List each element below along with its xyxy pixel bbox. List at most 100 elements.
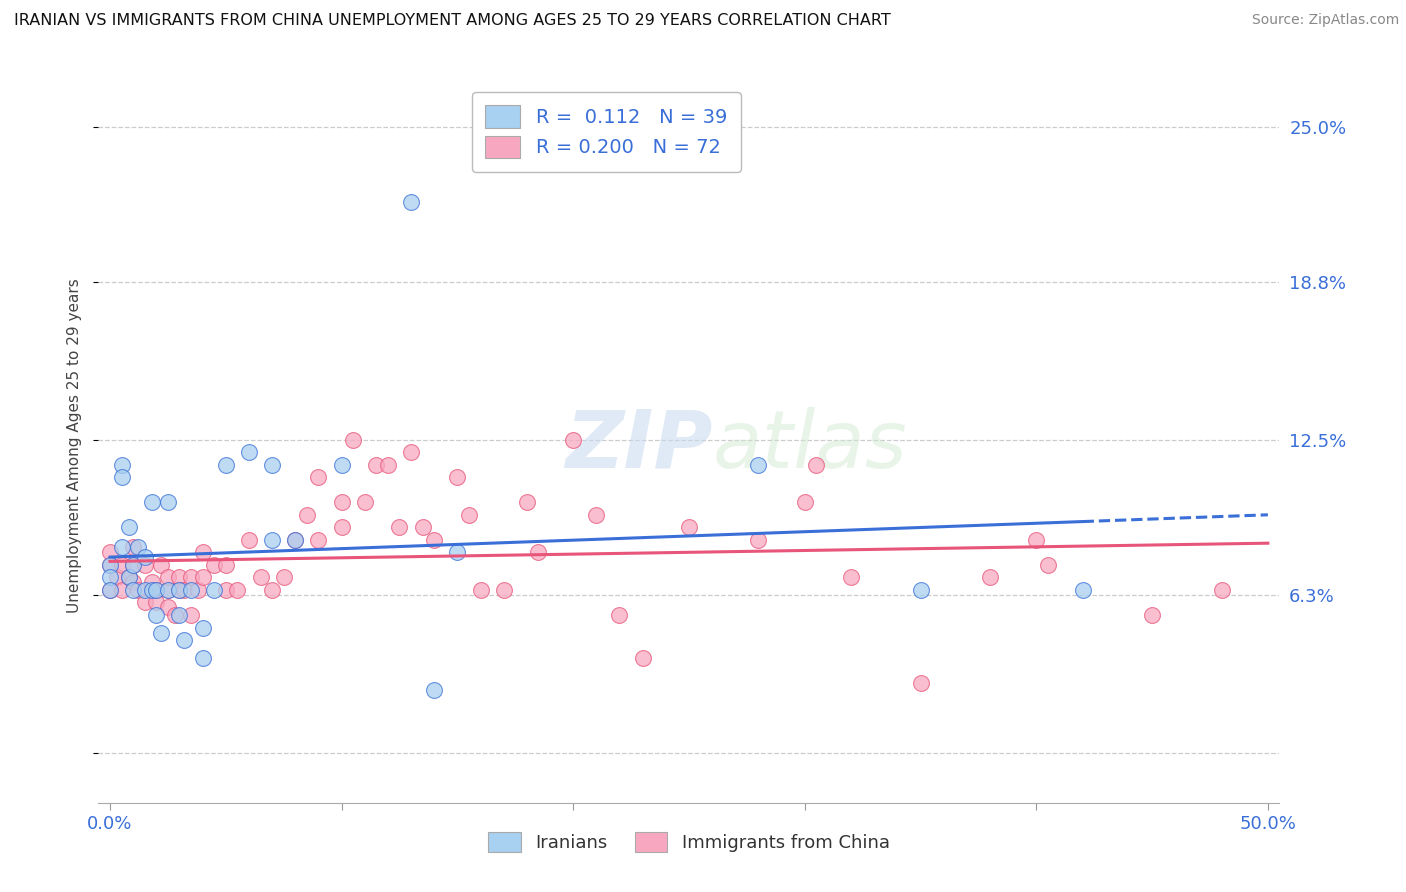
Point [366,458,388,472]
Point [141,582,163,597]
Point [145,595,167,609]
Point [169,582,191,597]
Point [187,582,209,597]
Point [180,570,202,584]
Point [678,520,700,534]
Point [98,570,121,584]
Point [134,558,156,572]
Point [307,533,329,547]
Point [377,458,399,472]
Legend: Iranians, Immigrants from China: Iranians, Immigrants from China [475,819,903,865]
Point [1140,607,1163,622]
Point [173,633,195,648]
Text: Source: ZipAtlas.com: Source: ZipAtlas.com [1251,13,1399,28]
Point [262,458,284,472]
Point [747,458,769,472]
Point [122,541,145,555]
Point [262,533,284,547]
Point [353,495,375,509]
Point [149,558,172,572]
Point [262,582,284,597]
Point [226,582,249,597]
Point [215,458,238,472]
Point [98,582,121,597]
Point [307,470,329,484]
Point [105,570,128,584]
Point [562,433,585,447]
Point [330,495,353,509]
Point [330,520,353,534]
Point [145,582,167,597]
Point [839,570,862,584]
Point [458,508,481,522]
Point [1036,558,1059,572]
Point [793,495,815,509]
Point [1025,533,1047,547]
Point [117,570,139,584]
Point [1211,582,1233,597]
Point [134,582,156,597]
Point [169,582,191,597]
Point [156,495,179,509]
Point [423,533,446,547]
Y-axis label: Unemployment Among Ages 25 to 29 years: Unemployment Among Ages 25 to 29 years [67,278,83,614]
Point [330,458,353,472]
Point [423,683,446,698]
Point [180,582,202,597]
Point [609,607,631,622]
Point [747,533,769,547]
Point [470,582,492,597]
Point [110,558,132,572]
Point [492,582,515,597]
Point [122,575,145,590]
Point [979,570,1001,584]
Point [238,445,260,459]
Point [117,570,139,584]
Point [399,445,422,459]
Point [98,582,121,597]
Point [585,508,607,522]
Point [399,194,422,209]
Point [412,520,434,534]
Point [156,600,179,615]
Point [134,595,156,609]
Point [388,520,411,534]
Point [238,533,260,547]
Point [117,520,139,534]
Point [141,575,163,590]
Point [215,582,238,597]
Point [145,607,167,622]
Point [98,558,121,572]
Point [1071,582,1094,597]
Point [342,433,364,447]
Point [127,541,149,555]
Text: IRANIAN VS IMMIGRANTS FROM CHINA UNEMPLOYMENT AMONG AGES 25 TO 29 YEARS CORRELAT: IRANIAN VS IMMIGRANTS FROM CHINA UNEMPLO… [14,13,891,29]
Point [191,621,214,635]
Point [295,508,318,522]
Point [202,558,225,572]
Point [173,582,195,597]
Point [169,570,191,584]
Text: ZIP: ZIP [565,407,713,485]
Point [110,470,132,484]
Point [145,582,167,597]
Point [163,607,186,622]
Point [215,558,238,572]
Point [156,570,179,584]
Point [516,495,538,509]
Point [191,650,214,665]
Point [284,533,307,547]
Point [127,582,149,597]
Point [110,582,132,597]
Point [910,582,932,597]
Point [156,582,179,597]
Point [910,675,932,690]
Point [191,570,214,584]
Point [141,495,163,509]
Point [446,545,468,559]
Point [156,582,179,597]
Point [249,570,271,584]
Point [202,582,225,597]
Point [134,550,156,565]
Point [631,650,654,665]
